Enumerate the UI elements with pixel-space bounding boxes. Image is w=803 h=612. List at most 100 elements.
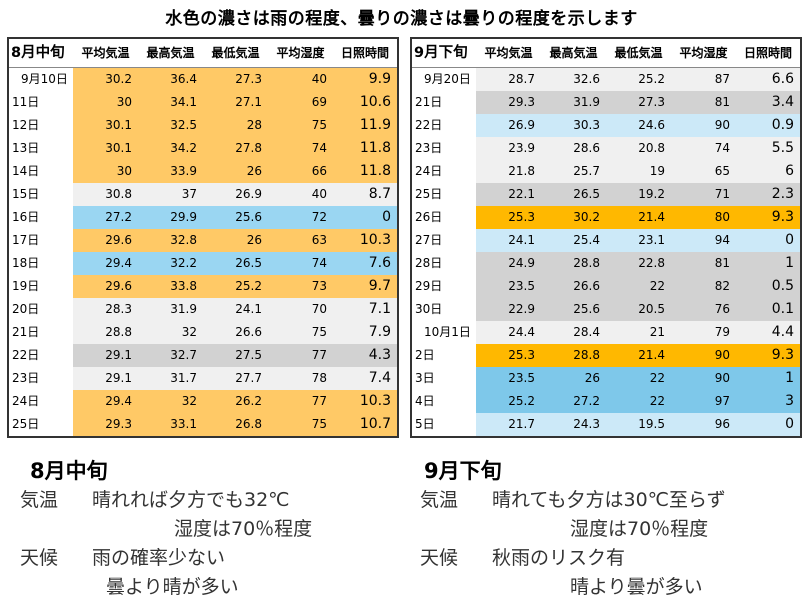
row-date-label: 3日: [411, 367, 476, 390]
cell-avg-humidity: 69: [268, 91, 333, 114]
cell-avg-humidity: 81: [671, 252, 736, 275]
cell-avg-temp: 21.7: [476, 413, 541, 437]
cell-avg-humidity: 40: [268, 67, 333, 91]
cell-min-temp: 26.9: [203, 183, 268, 206]
table-row: 24日 21.8 25.7 19 65 6: [411, 160, 801, 183]
cell-max-temp: 31.9: [138, 298, 203, 321]
table-row: 14日 30 33.9 26 66 11.8: [8, 160, 398, 183]
cell-max-temp: 34.1: [138, 91, 203, 114]
cell-max-temp: 28.8: [541, 252, 606, 275]
cell-avg-humidity: 74: [671, 137, 736, 160]
row-date-label: 15日: [8, 183, 73, 206]
row-date-label: 9月20日: [411, 67, 476, 91]
cell-min-temp: 24.1: [203, 298, 268, 321]
row-date-label: 29日: [411, 275, 476, 298]
summary-temp-line: 気温 晴れても夕方は30℃至らず: [420, 486, 726, 515]
row-date-label: 22日: [8, 344, 73, 367]
cell-min-temp: 26.6: [203, 321, 268, 344]
summary-heading: 9月下旬: [424, 459, 502, 483]
table-row: 28日 24.9 28.8 22.8 81 1: [411, 252, 801, 275]
cell-max-temp: 33.8: [138, 275, 203, 298]
cell-min-temp: 25.2: [203, 275, 268, 298]
table-row: 29日 23.5 26.6 22 82 0.5: [411, 275, 801, 298]
cell-avg-temp: 24.4: [476, 321, 541, 344]
table-row: 23日 29.1 31.7 27.7 78 7.4: [8, 367, 398, 390]
cell-sunshine: 1: [736, 252, 801, 275]
row-date-label: 30日: [411, 298, 476, 321]
summary-key: 天候: [420, 547, 459, 569]
cell-avg-humidity: 96: [671, 413, 736, 437]
cell-min-temp: 22.8: [606, 252, 671, 275]
header-min-temp: 最低気温: [203, 38, 268, 68]
cell-avg-humidity: 75: [268, 321, 333, 344]
cell-sunshine: 10.7: [333, 413, 398, 437]
cell-sunshine: 11.9: [333, 114, 398, 137]
summary-key: 気温: [20, 489, 59, 511]
cell-min-temp: 26: [203, 229, 268, 252]
row-date-label: 23日: [411, 137, 476, 160]
table-row: 19日 29.6 33.8 25.2 73 9.7: [8, 275, 398, 298]
cell-avg-humidity: 72: [268, 206, 333, 229]
cell-min-temp: 21: [606, 321, 671, 344]
summary-text: 曇より晴が多い: [106, 576, 239, 598]
cell-avg-humidity: 75: [268, 413, 333, 437]
cell-min-temp: 27.5: [203, 344, 268, 367]
cell-avg-temp: 30.1: [73, 137, 138, 160]
row-date-label: 21日: [411, 91, 476, 114]
row-date-label: 5日: [411, 413, 476, 437]
cell-min-temp: 22: [606, 367, 671, 390]
cell-max-temp: 30.2: [541, 206, 606, 229]
header-max-temp: 最高気温: [541, 38, 606, 68]
row-date-label: 2日: [411, 344, 476, 367]
table-row: 17日 29.6 32.8 26 63 10.3: [8, 229, 398, 252]
row-date-label: 16日: [8, 206, 73, 229]
cell-min-temp: 23.1: [606, 229, 671, 252]
cell-sunshine: 1: [736, 367, 801, 390]
table-row: 11日 30 34.1 27.1 69 10.6: [8, 91, 398, 114]
row-date-label: 12日: [8, 114, 73, 137]
cell-min-temp: 27.3: [203, 67, 268, 91]
table-row: 24日 29.4 32 26.2 77 10.3: [8, 390, 398, 413]
section-title: 8月中旬: [8, 38, 73, 68]
cell-max-temp: 29.9: [138, 206, 203, 229]
cell-sunshine: 7.4: [333, 367, 398, 390]
cell-min-temp: 27.1: [203, 91, 268, 114]
table-row: 27日 24.1 25.4 23.1 94 0: [411, 229, 801, 252]
cell-avg-humidity: 78: [268, 367, 333, 390]
cell-max-temp: 32.7: [138, 344, 203, 367]
cell-max-temp: 32.6: [541, 67, 606, 91]
cell-max-temp: 26.6: [541, 275, 606, 298]
summary-august: 8月中旬 気温 晴れれば夕方でも32℃ 湿度は70％程度 天候 雨の確率少ない 曇よ…: [20, 457, 312, 602]
table-row: 25日 29.3 33.1 26.8 75 10.7: [8, 413, 398, 437]
header-avg-temp: 平均気温: [73, 38, 138, 68]
summary-text: 湿度は70％程度: [570, 518, 709, 540]
cell-avg-temp: 28.3: [73, 298, 138, 321]
cell-min-temp: 22: [606, 275, 671, 298]
cell-avg-temp: 29.4: [73, 252, 138, 275]
cell-avg-temp: 24.9: [476, 252, 541, 275]
cell-max-temp: 31.9: [541, 91, 606, 114]
cell-avg-humidity: 94: [671, 229, 736, 252]
cell-min-temp: 22: [606, 390, 671, 413]
row-date-label: 19日: [8, 275, 73, 298]
summary-key: 天候: [20, 547, 59, 569]
cell-avg-temp: 28.7: [476, 67, 541, 91]
summary-key: 気温: [420, 489, 459, 511]
cell-max-temp: 28.4: [541, 321, 606, 344]
cell-max-temp: 26.5: [541, 183, 606, 206]
header-avg-humidity: 平均湿度: [671, 38, 736, 68]
cell-max-temp: 25.6: [541, 298, 606, 321]
cell-avg-temp: 29.6: [73, 275, 138, 298]
cell-max-temp: 32: [138, 390, 203, 413]
table-row: 22日 26.9 30.3 24.6 90 0.9: [411, 114, 801, 137]
cell-sunshine: 0.1: [736, 298, 801, 321]
cell-avg-temp: 25.2: [476, 390, 541, 413]
cell-sunshine: 11.8: [333, 160, 398, 183]
summary-text: 晴より曇が多い: [570, 576, 703, 598]
cell-avg-humidity: 87: [671, 67, 736, 91]
cell-min-temp: 25.6: [203, 206, 268, 229]
cell-sunshine: 9.7: [333, 275, 398, 298]
row-date-label: 28日: [411, 252, 476, 275]
summary-text: 雨の確率少ない: [92, 547, 226, 569]
cell-avg-temp: 27.2: [73, 206, 138, 229]
